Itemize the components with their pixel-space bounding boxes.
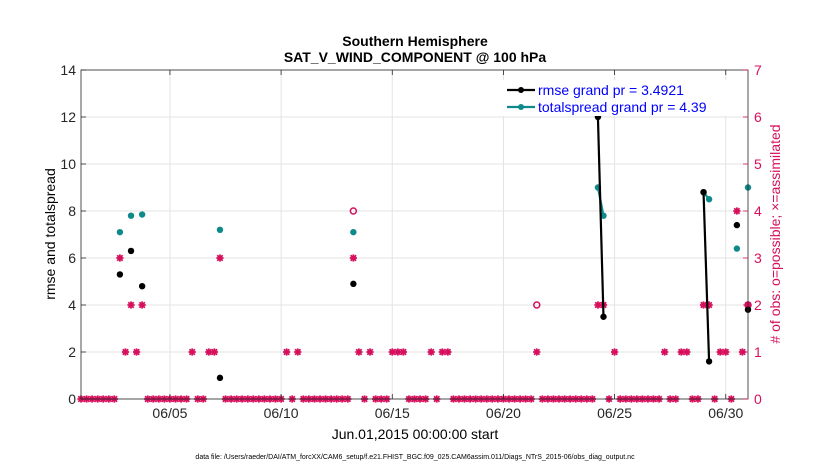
obs-assimilated-marker [188, 348, 196, 356]
rmse-point [127, 247, 135, 255]
y-right-tick-label: 4 [754, 203, 762, 219]
x-tick-label: 06/10 [264, 405, 299, 421]
x-tick-label: 06/20 [486, 405, 521, 421]
plot-frame [80, 69, 749, 400]
obs-assimilated-marker [349, 254, 357, 262]
totalspread-point [705, 196, 713, 203]
legend-spread-marker [518, 104, 524, 110]
obs-assimilated-marker [594, 301, 602, 309]
obs-assimilated-marker [205, 348, 213, 356]
y-tick-label: 12 [60, 109, 76, 125]
obs-assimilated-marker [661, 348, 669, 356]
rmse-point [700, 189, 707, 196]
obs-assimilated-marker [294, 348, 302, 356]
obs-assimilated-marker [427, 348, 435, 356]
obs-assimilated-marker [216, 254, 224, 262]
y-tick-label: 0 [68, 391, 76, 407]
obs-possible-marker [349, 207, 358, 215]
legend-rmse-label: rmse grand pr = 3.4921 [538, 82, 684, 98]
y-right-tick-label: 2 [754, 297, 762, 313]
x-tick-label: 06/30 [708, 405, 743, 421]
obs-assimilated-marker [733, 207, 741, 215]
obs-assimilated-marker [677, 348, 685, 356]
chart-title-line1: Southern Hemisphere [342, 33, 488, 49]
legend: rmse grand pr = 3.4921 totalspread grand… [500, 80, 745, 116]
obs-assimilated-marker [366, 348, 374, 356]
rmse-point [600, 313, 607, 320]
totalspread-point [116, 228, 124, 236]
y-tick-label: 4 [68, 297, 76, 313]
totalspread-point [600, 212, 607, 219]
chart-title-line2: SAT_V_WIND_COMPONENT @ 100 hPa [284, 49, 547, 65]
x-axis-label: Jun.01,2015 00:00:00 start [332, 426, 499, 442]
y-right-tick-label: 6 [754, 109, 762, 125]
totalspread-point [216, 226, 224, 233]
totalspread-point [350, 228, 357, 236]
y-axis-label: rmse and totalspread [42, 168, 58, 300]
obs-assimilated-marker [210, 348, 218, 356]
obs-assimilated-marker [116, 254, 124, 262]
y-tick-label: 14 [60, 62, 76, 78]
obs-assimilated-marker [121, 348, 130, 356]
obs-assimilated-marker [611, 348, 619, 356]
obs-assimilated-marker [127, 301, 135, 309]
obs-assimilated-marker [132, 348, 141, 356]
obs-assimilated-marker [444, 348, 452, 356]
y-tick-label: 10 [60, 156, 76, 172]
rmse-point [705, 358, 713, 365]
obs-assimilated-marker [355, 348, 363, 356]
y-axis-right-label: # of obs: o=possible; ×=assimilated [767, 124, 783, 343]
rmse-point [116, 271, 124, 278]
x-tick-label: 06/05 [152, 405, 187, 421]
obs-assimilated-marker [399, 348, 407, 356]
legend-box [500, 80, 745, 116]
rmse-point [733, 221, 741, 229]
y-right-tick-label: 1 [754, 344, 762, 360]
rmse-line-segment [702, 192, 711, 362]
rmse-point [350, 280, 357, 288]
y-right-tick-label: 7 [754, 62, 762, 78]
totalspread-point [127, 212, 135, 219]
obs-assimilated-marker [283, 348, 291, 356]
obs-assimilated-marker [533, 348, 541, 356]
totalspread-point [733, 245, 741, 252]
legend-spread-label: totalspread grand pr = 4.39 [538, 99, 707, 115]
obs-assimilated-marker [722, 348, 730, 356]
y-right-tick-label: 3 [754, 250, 762, 266]
footnote: data file: /Users/raeder/DAI/ATM_forcXX/… [195, 454, 635, 461]
rmse-point [216, 374, 224, 382]
legend-rmse-marker [518, 87, 524, 93]
obs-assimilated-marker [683, 348, 691, 356]
y-tick-label: 6 [68, 250, 76, 266]
x-tick-label: 06/25 [597, 405, 632, 421]
x-tick-label: 06/15 [375, 405, 410, 421]
rmse-line-segment [596, 116, 605, 317]
obs-assimilated-marker [738, 348, 747, 356]
obs-assimilated-marker [138, 301, 146, 309]
y-tick-label: 2 [68, 344, 76, 360]
axis-ticks: 06/05 06/10 06/15 06/20 06/25 06/300246810121… [60, 62, 762, 421]
totalspread-point [138, 211, 146, 218]
y-right-tick-label: 0 [754, 391, 762, 407]
y-right-tick-label: 5 [754, 156, 762, 172]
obs-possible-marker [533, 301, 541, 309]
y-tick-label: 8 [68, 203, 76, 219]
rmse-point [138, 283, 146, 290]
